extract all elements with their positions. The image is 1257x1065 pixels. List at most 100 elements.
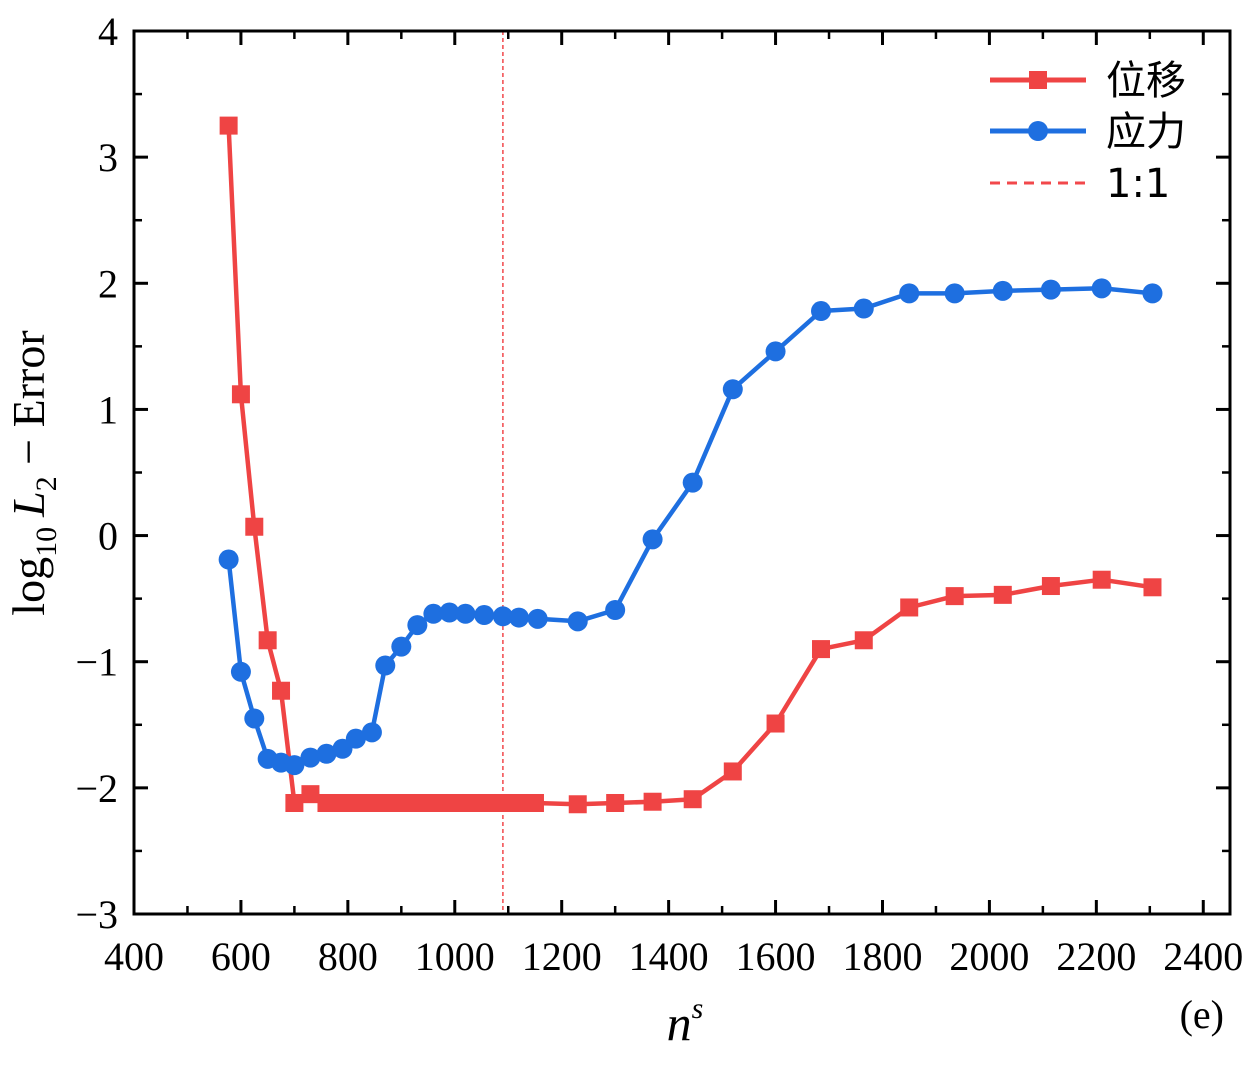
legend-label-ratio: 1:1 bbox=[1106, 161, 1170, 207]
data-point-displacement bbox=[365, 793, 384, 812]
data-point-displacement bbox=[993, 585, 1012, 604]
ticks-layer: 400 600 800 1000 1200 1400 1600 1800 2000 2200 240… bbox=[75, 9, 1243, 979]
data-point-stress bbox=[1091, 278, 1112, 299]
legend-item-displacement: 位移 bbox=[990, 58, 1186, 104]
x-tick-label: 1600 bbox=[736, 934, 816, 979]
series-line-0 bbox=[226, 125, 1153, 807]
data-point-stress bbox=[218, 549, 239, 570]
data-point-stress bbox=[300, 747, 321, 768]
data-point-displacement bbox=[258, 631, 277, 650]
data-point-stress bbox=[492, 606, 513, 627]
data-point-stress bbox=[407, 615, 428, 636]
data-point-stress bbox=[230, 661, 251, 682]
data-point-displacement bbox=[429, 793, 448, 812]
data-point-stress bbox=[811, 301, 832, 322]
data-point-stress bbox=[605, 599, 626, 620]
data-point-displacement bbox=[723, 762, 742, 781]
data-point-displacement bbox=[945, 587, 964, 606]
data-point-displacement bbox=[461, 793, 480, 812]
data-point-displacement bbox=[477, 793, 496, 812]
data-point-displacement bbox=[445, 793, 464, 812]
data-point-displacement bbox=[413, 793, 432, 812]
data-point-stress bbox=[765, 341, 786, 362]
panel-label: (e) bbox=[1180, 992, 1224, 1037]
x-tick-label: 600 bbox=[211, 934, 271, 979]
data-point-stress bbox=[527, 608, 548, 629]
data-point-stress bbox=[316, 743, 337, 764]
data-point-stress bbox=[345, 728, 366, 749]
data-point-stress bbox=[1040, 279, 1061, 300]
data-point-displacement bbox=[1143, 578, 1162, 597]
x-tick-label: 2000 bbox=[949, 934, 1029, 979]
series-layer bbox=[218, 116, 1163, 814]
x-axis-title: ns bbox=[667, 992, 704, 1051]
data-point-displacement bbox=[766, 714, 785, 733]
x-tick-label: 2200 bbox=[1056, 934, 1136, 979]
series-line-1 bbox=[226, 286, 1153, 768]
data-point-stress bbox=[375, 655, 396, 676]
y-tick-label: −2 bbox=[75, 766, 118, 811]
x-tick-label: 1800 bbox=[842, 934, 922, 979]
data-point-displacement bbox=[683, 790, 702, 809]
legend-marker-circle bbox=[1028, 121, 1048, 141]
data-point-stress bbox=[567, 611, 588, 632]
x-tick-label: 800 bbox=[318, 934, 378, 979]
data-point-stress bbox=[474, 605, 495, 626]
data-point-displacement bbox=[301, 785, 320, 804]
data-point-stress bbox=[439, 602, 460, 623]
data-point-displacement bbox=[381, 793, 400, 812]
data-point-stress bbox=[722, 379, 743, 400]
y-axis-title: log10L2 − Error bbox=[3, 330, 63, 615]
data-point-stress bbox=[423, 603, 444, 624]
legend-item-ratio: 1:1 bbox=[990, 161, 1170, 207]
x-tick-label: 1400 bbox=[629, 934, 709, 979]
data-point-displacement bbox=[231, 385, 250, 404]
data-point-displacement bbox=[285, 793, 304, 812]
data-point-displacement bbox=[317, 793, 336, 812]
data-point-stress bbox=[992, 280, 1013, 301]
y-tick-label: 4 bbox=[98, 9, 118, 54]
x-tick-label: 1000 bbox=[415, 934, 495, 979]
y-tick-label: −3 bbox=[75, 892, 118, 937]
data-point-stress bbox=[284, 755, 305, 776]
plot-frame bbox=[132, 29, 1232, 916]
data-point-displacement bbox=[219, 116, 238, 135]
legend: 位移 应力 1:1 bbox=[990, 58, 1186, 207]
data-point-displacement bbox=[643, 792, 662, 811]
data-point-displacement bbox=[1041, 577, 1060, 596]
data-point-displacement bbox=[493, 793, 512, 812]
data-point-displacement bbox=[568, 795, 587, 814]
data-point-stress bbox=[391, 636, 412, 657]
legend-label-displacement: 位移 bbox=[1106, 58, 1186, 104]
data-point-displacement bbox=[525, 793, 544, 812]
legend-marker-square bbox=[1029, 71, 1047, 89]
legend-item-stress: 应力 bbox=[990, 109, 1186, 155]
data-point-displacement bbox=[245, 517, 264, 536]
legend-label-stress: 应力 bbox=[1106, 109, 1186, 155]
data-point-displacement bbox=[606, 793, 625, 812]
data-point-stress bbox=[899, 283, 920, 304]
y-tick-label: −1 bbox=[75, 640, 118, 685]
y-tick-label: 2 bbox=[98, 261, 118, 306]
data-point-stress bbox=[642, 529, 663, 550]
data-point-displacement bbox=[900, 598, 919, 617]
data-point-displacement bbox=[854, 631, 873, 650]
data-point-displacement bbox=[509, 793, 528, 812]
data-point-stress bbox=[944, 283, 965, 304]
data-point-displacement bbox=[1092, 570, 1111, 589]
y-tick-label: 0 bbox=[98, 514, 118, 559]
data-point-displacement bbox=[397, 793, 416, 812]
x-tick-label: 400 bbox=[104, 934, 164, 979]
x-tick-label: 1200 bbox=[522, 934, 602, 979]
data-point-displacement bbox=[333, 793, 352, 812]
data-point-stress bbox=[508, 607, 529, 628]
data-point-stress bbox=[853, 298, 874, 319]
data-point-stress bbox=[455, 603, 476, 624]
data-point-displacement bbox=[812, 640, 831, 659]
data-point-stress bbox=[361, 722, 382, 743]
data-point-displacement bbox=[349, 793, 368, 812]
x-tick-label: 2400 bbox=[1163, 934, 1243, 979]
data-point-displacement bbox=[272, 681, 291, 700]
data-point-stress bbox=[244, 708, 265, 729]
